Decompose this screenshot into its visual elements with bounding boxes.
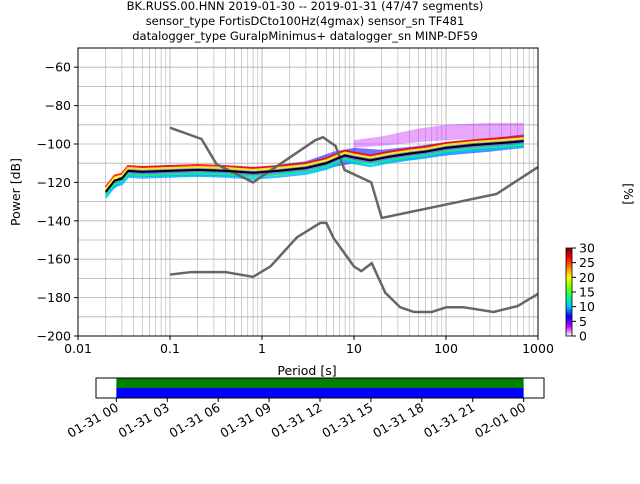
y-tick-label: −180 [37,290,71,305]
ppsd-plot: 0.01 0.1 1 10 100 1000 −60 −80 −100 −120 −140 −160… [37,47,554,356]
x-tick-label: 0.01 [64,341,92,356]
colorbar-tick-label: 25 [579,255,595,270]
colorbar-bar [565,247,573,337]
plot-frame [77,47,539,337]
y-tick-label: −60 [45,60,71,75]
colorbar-label: [%] [621,183,636,205]
timeline-tick-label: 01-31 00 [65,400,121,441]
y-tick-label: −100 [37,137,71,152]
density-core [104,145,524,199]
x-tick-label: 1000 [522,341,554,356]
colorbar-tick-label: 0 [579,329,587,344]
timeline-tick-label: 02-01 00 [472,400,528,441]
y-axis-label: Power [dB] [8,158,23,226]
x-tick-label: 100 [434,341,458,356]
density-core [104,143,524,197]
title-line-2: sensor_type FortisDCto100Hz(4gmax) senso… [146,14,465,28]
timeline-tick-label: 01-31 18 [370,400,426,441]
density-band [354,122,524,148]
y-tick-label: −120 [37,175,71,190]
plot-area [78,48,538,336]
title-line-1: BK.RUSS.00.HNN 2019-01-30 -- 2019-01-31 … [127,0,484,13]
x-tick-label: 1 [258,341,266,356]
colorbar-tick-label: 30 [579,241,595,256]
low-noise-model [169,221,539,314]
timeline-tick-label: 01-31 09 [217,400,273,441]
x-ticks: 0.01 0.1 1 10 100 1000 [64,336,554,356]
timeline-tick-label: 01-31 06 [167,400,223,441]
colorbar-tick-label: 15 [579,285,595,300]
timeline-bar [116,378,524,388]
title-line-3: datalogger_type GuralpMinimus+ datalogge… [132,29,478,43]
density-core [104,137,524,190]
y-tick-label: −80 [45,98,71,113]
colorbar-tick-label: 5 [579,314,587,329]
timeline-tick-label: 01-31 12 [268,400,324,441]
x-axis-label: Period [s] [277,363,336,378]
timeline-bar [116,388,524,398]
y-tick-label: −140 [37,213,71,228]
high-noise-model [169,126,539,220]
timeline-tick-label: 01-31 15 [319,400,375,441]
x-tick-label: 10 [346,341,362,356]
y-tick-label: −160 [37,252,71,267]
noise-models [169,126,539,314]
y-tick-label: −200 [37,329,71,344]
timeline-tick-label: 01-31 21 [421,400,477,441]
x-tick-label: 0.1 [160,341,180,356]
y-ticks: −60 −80 −100 −120 −140 −160 −180 −200 [37,60,78,344]
series-lines [104,140,524,193]
mode-line [104,140,524,193]
colorbar-tick-label: 10 [579,299,595,314]
density-core [104,135,524,188]
timeline-tick-label: 01-31 03 [116,400,172,441]
colorbar-tick-label: 20 [579,270,595,285]
